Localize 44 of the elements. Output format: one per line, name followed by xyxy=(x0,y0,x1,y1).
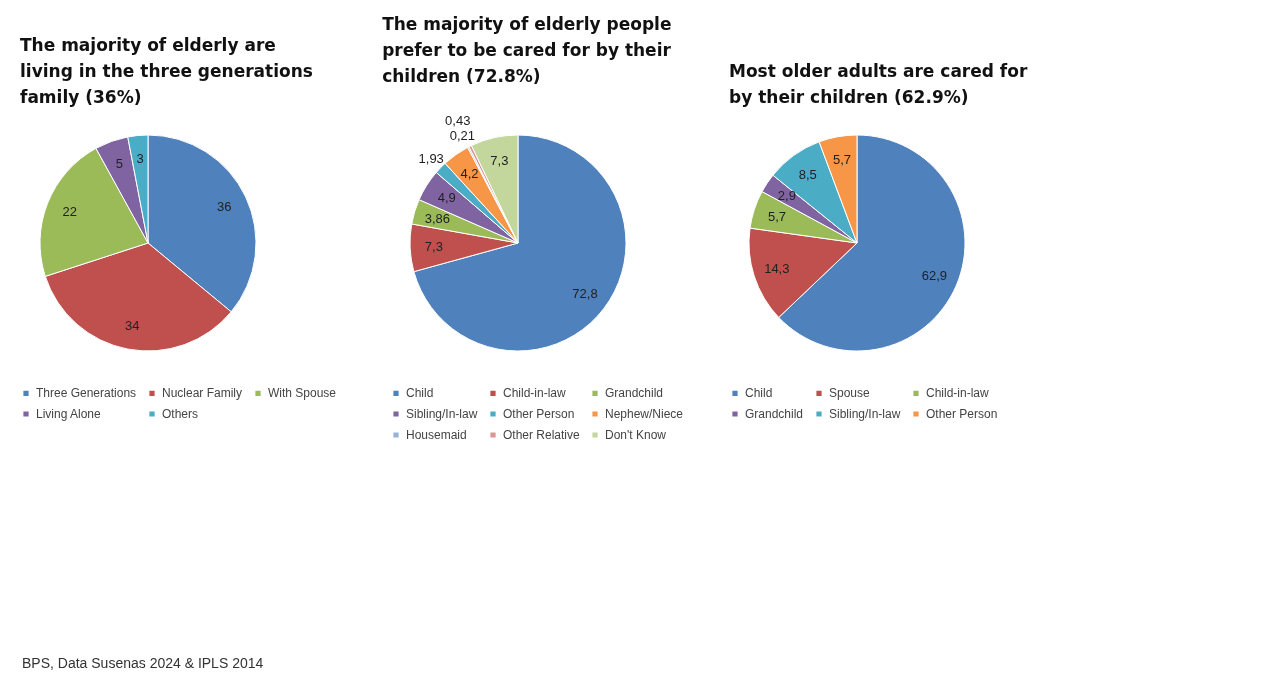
legend-label: Nuclear Family xyxy=(162,386,243,401)
data-label: 3 xyxy=(136,151,144,167)
data-label: 0,21 xyxy=(449,127,475,143)
legend-label: Other Person xyxy=(926,407,998,421)
data-label: 5 xyxy=(115,155,124,171)
legend-label: Others xyxy=(162,407,199,421)
legend-label: Grandchild xyxy=(745,407,804,421)
legend-label: Other Person xyxy=(503,407,575,421)
data-label: 14,3 xyxy=(764,260,790,276)
data-label: 72,8 xyxy=(572,286,598,302)
legend-label: Other Relative xyxy=(503,428,581,442)
data-label: 7,3 xyxy=(424,238,443,254)
legend-label: With Spouse xyxy=(268,386,337,401)
chart-title: The majority of elderly people prefer to be cared for by their children (72.8%) xyxy=(382,14,672,87)
data-label: 34 xyxy=(124,317,140,333)
legend-label: Spouse xyxy=(829,386,871,401)
legend-label: Child-in-law xyxy=(926,386,990,401)
data-label: 5,7 xyxy=(767,208,786,224)
legend-label: Child xyxy=(406,386,434,401)
legend-label: Child-in-law xyxy=(503,386,567,401)
data-label: 2,9 xyxy=(777,188,796,204)
text: BPS, Data Susenas 2024 & IPLS 2014 xyxy=(22,655,264,671)
legend-label: Don't Know xyxy=(605,428,667,442)
data-label: 4,9 xyxy=(437,190,456,206)
legend-label: Sibling/In-law xyxy=(829,407,901,421)
legend-label: Three Generations xyxy=(36,386,137,401)
data-label: 8,5 xyxy=(798,166,817,182)
legend-label: Sibling/In-law xyxy=(406,407,478,421)
data-label: 5,7 xyxy=(832,152,852,168)
legend-label: Nephew/Niece xyxy=(605,407,684,421)
chart-title: The majority of elderly are living in the three generations family (36%) xyxy=(20,35,313,107)
data-label: 22 xyxy=(62,203,77,219)
legend-label: Child xyxy=(745,386,773,401)
data-label: 3,86 xyxy=(424,210,451,226)
legend-label: Grandchild xyxy=(605,386,664,401)
legend-label: Housemaid xyxy=(406,428,467,442)
data-label: 62,9 xyxy=(921,268,948,284)
legend-label: Living Alone xyxy=(36,407,102,421)
data-label: 36 xyxy=(216,199,232,215)
data-label: 1,93 xyxy=(418,150,444,166)
data-label: 0,43 xyxy=(445,113,471,129)
chart-title: Most older adults are cared for by their children (62.9%) xyxy=(729,61,1028,107)
data-label: 7,3 xyxy=(490,152,509,168)
data-label: 4,2 xyxy=(460,166,479,182)
